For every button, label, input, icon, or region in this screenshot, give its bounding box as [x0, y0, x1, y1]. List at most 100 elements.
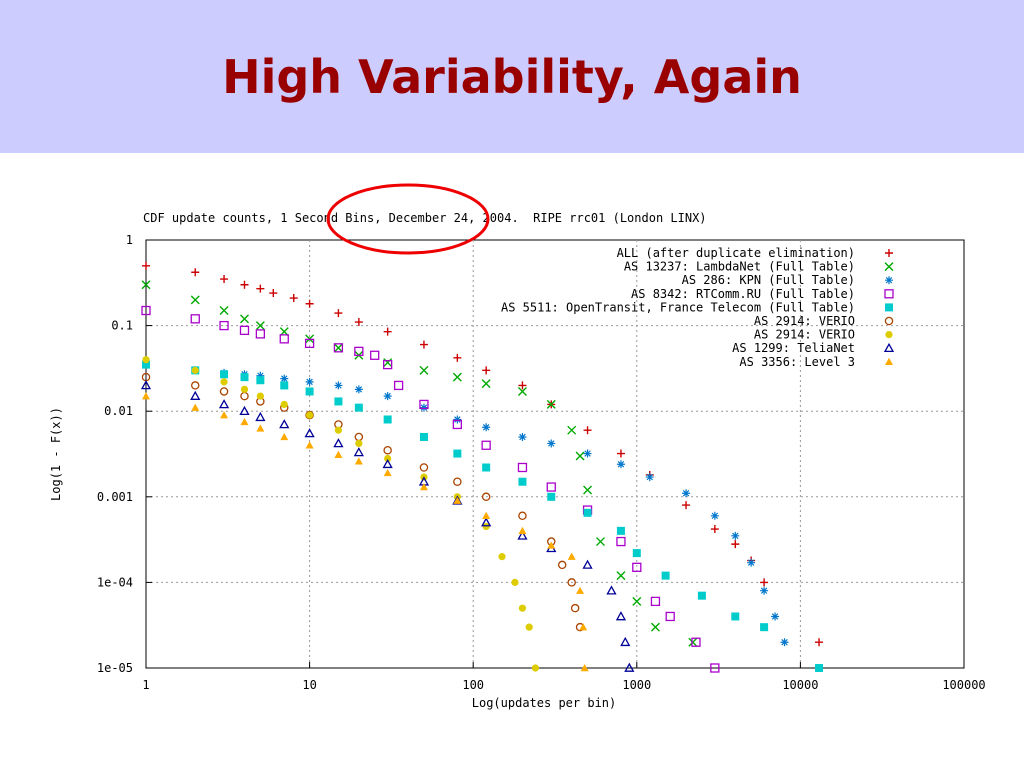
data-point — [354, 346, 364, 357]
data-point — [650, 622, 660, 632]
data-point — [240, 385, 249, 393]
data-point — [219, 306, 229, 316]
data-point — [575, 451, 585, 461]
data-point — [453, 477, 462, 486]
data-point — [482, 463, 491, 472]
data-point — [220, 411, 229, 419]
data-point — [710, 525, 719, 534]
data-point — [760, 586, 769, 595]
data-point — [354, 403, 363, 412]
data-point — [269, 289, 278, 298]
data-point — [682, 489, 691, 498]
data-point — [190, 314, 200, 324]
data-point — [220, 370, 229, 379]
data-point — [453, 415, 462, 424]
data-point — [518, 477, 527, 486]
y-tick-label: 0.1 — [111, 319, 133, 333]
data-point — [256, 376, 265, 385]
data-point — [481, 492, 491, 502]
series-6 — [142, 356, 540, 672]
data-point — [305, 387, 314, 396]
data-point — [419, 432, 428, 441]
data-point — [645, 473, 654, 482]
data-point — [240, 280, 249, 289]
data-point — [632, 562, 642, 572]
legend-label: AS 2914: VERIO — [754, 328, 855, 342]
data-point — [453, 496, 462, 504]
data-point — [383, 327, 392, 336]
legend-label: ALL (after duplicate elimination) — [617, 246, 855, 260]
data-point — [518, 511, 527, 521]
data-point — [419, 463, 429, 472]
legend-label: AS 8342: RTComm.RU (Full Table) — [631, 287, 855, 301]
data-point — [305, 377, 314, 386]
data-point — [616, 571, 626, 581]
data-point — [304, 428, 315, 438]
legend-label: AS 286: KPN (Full Table) — [682, 273, 855, 287]
y-tick-label: 1 — [126, 233, 133, 247]
data-point — [481, 440, 491, 450]
legend-marker — [885, 276, 893, 285]
data-point — [383, 392, 392, 401]
data-point — [419, 340, 428, 349]
x-axis-label: Log(updates per bin) — [472, 696, 617, 710]
data-point — [279, 419, 290, 429]
legend-label: AS 3356: Level 3 — [739, 355, 855, 369]
data-point — [280, 381, 289, 390]
data-point — [815, 638, 824, 647]
y-tick-label: 0.01 — [104, 404, 133, 418]
data-point — [190, 390, 201, 400]
data-point — [661, 571, 670, 580]
data-point — [255, 329, 266, 339]
data-point — [710, 511, 719, 520]
series-7 — [140, 380, 635, 672]
y-tick-label: 0.001 — [97, 490, 133, 504]
data-point — [240, 373, 249, 382]
data-point — [393, 380, 404, 391]
data-point — [256, 392, 264, 400]
data-point — [498, 553, 506, 561]
data-point — [731, 531, 740, 540]
data-point — [419, 365, 429, 375]
data-point — [383, 359, 393, 370]
data-point — [731, 612, 740, 621]
data-point — [306, 411, 314, 419]
data-point — [596, 537, 606, 547]
data-point — [305, 299, 314, 308]
data-point — [517, 530, 528, 540]
data-point — [289, 294, 298, 303]
data-point — [615, 611, 627, 621]
data-point — [518, 432, 527, 441]
data-point — [620, 636, 631, 647]
data-point — [624, 662, 635, 672]
y-tick-label: 1e-04 — [97, 575, 133, 589]
data-point — [452, 419, 462, 430]
data-point — [583, 449, 592, 458]
legend-marker — [883, 342, 895, 353]
data-point — [305, 410, 314, 420]
x-tick-label: 1000 — [622, 678, 651, 692]
data-point — [557, 560, 567, 570]
data-point — [140, 380, 152, 390]
data-point — [240, 417, 249, 426]
x-tick-label: 100000 — [942, 678, 985, 692]
legend-label: AS 13237: LambdaNet (Full Table) — [624, 260, 855, 274]
data-point — [452, 372, 462, 382]
data-point — [334, 397, 343, 406]
data-point — [616, 449, 625, 458]
data-point — [665, 611, 675, 622]
data-point — [240, 314, 249, 324]
data-point — [747, 558, 756, 567]
data-point — [579, 623, 588, 631]
data-point — [218, 399, 230, 409]
data-point — [354, 385, 363, 394]
data-point — [583, 485, 593, 495]
data-point — [256, 371, 265, 380]
data-point — [280, 374, 289, 383]
data-point — [731, 540, 740, 549]
data-point — [220, 378, 228, 386]
data-point — [547, 439, 556, 448]
data-point — [279, 334, 289, 344]
legend-label: AS 2914: VERIO — [754, 314, 855, 328]
